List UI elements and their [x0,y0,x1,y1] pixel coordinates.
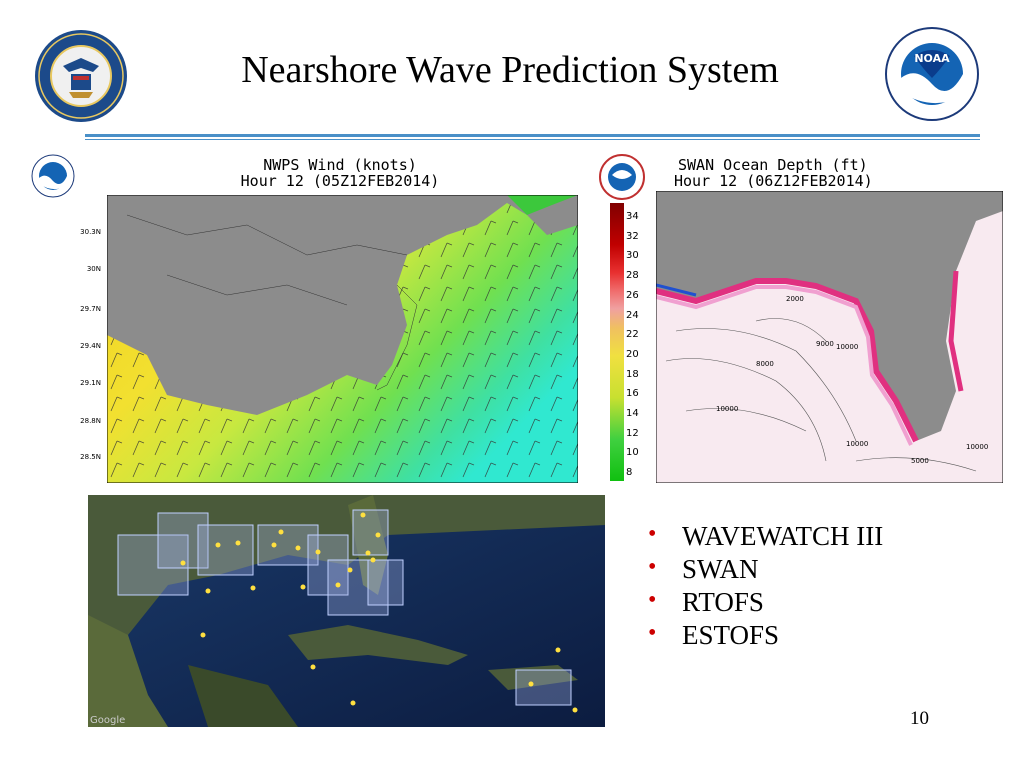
colorbar-tick-label: 8 [626,467,633,479]
satellite-map: Google [88,495,605,727]
lat-label: 29.4N [80,342,101,350]
depth-panel: SWAN Ocean Depth (ft) Hour 12 (06Z12FEB2… [598,153,1006,483]
colorbar-tick-label: 12 [626,427,639,439]
colorbar-tick-label: 24 [626,309,639,321]
colorbar-tick-label: 30 [626,250,639,262]
svg-text:9000: 9000 [816,340,834,348]
colorbar-tick-label: 34 [626,211,639,222]
bullet-item: • ESTOFS [640,619,883,652]
svg-text:10000: 10000 [836,343,858,351]
colorbar-tick-label: 22 [626,329,639,341]
bullet-text: SWAN [682,554,759,584]
depth-map: 2000 9000 10000 10000 8000 10000 5000 10000 [656,191,1003,483]
bullet-dot-icon: • [648,521,657,547]
noaa-small-logo [31,154,75,198]
bullet-text: RTOFS [682,587,764,617]
svg-text:10000: 10000 [966,443,988,451]
nws-logo [599,154,645,200]
svg-text:10000: 10000 [846,440,868,448]
wind-panel-title-2: Hour 12 (05Z12FEB2014) [240,172,440,190]
depth-panel-title-1: SWAN Ocean Depth (ft) [678,156,868,174]
lat-label: 30.3N [80,228,101,236]
department-of-commerce-seal [35,30,127,122]
bullet-text: WAVEWATCH III [682,521,884,551]
colorbar-tick-label: 14 [626,408,639,419]
bullet-item: • RTOFS [640,586,883,619]
bullet-item: • WAVEWATCH III [640,520,883,553]
colorbar-tick-label: 26 [626,289,639,301]
slide-title: Nearshore Wave Prediction System [241,49,779,91]
noaa-seal: NOAA [885,27,979,121]
page-number: 10 [910,708,929,729]
lat-label: 30N [86,265,101,273]
lat-label: 28.5N [80,453,101,461]
colorbar-tick-label: 28 [626,270,639,282]
wind-panel-title-1: NWPS Wind (knots) [263,156,417,174]
colorbar-tick-label: 32 [626,230,639,242]
bullet-list: • WAVEWATCH III • SWAN • RTOFS • ESTOFS [640,520,883,652]
wind-map [107,195,578,483]
google-watermark: Google [90,715,125,726]
depth-colorbar [610,203,624,481]
noaa-label: NOAA [914,52,950,65]
svg-text:2000: 2000 [786,295,804,303]
colorbar-tick-label: 20 [626,348,639,360]
bullet-dot-icon: • [648,554,657,580]
colorbar-tick-label: 10 [626,447,639,459]
bullet-dot-icon: • [648,587,657,613]
colorbar-tick-label: 18 [626,368,639,380]
bullet-text: ESTOFS [682,620,780,650]
depth-panel-title-2: Hour 12 (06Z12FEB2014) [674,172,873,190]
svg-text:8000: 8000 [756,360,774,368]
wind-panel: NWPS Wind (knots) Hour 12 (05Z12FEB2014)… [30,153,590,483]
lat-label: 28.8N [80,417,101,425]
title-divider [85,134,980,137]
colorbar-tick-label: 16 [626,388,639,400]
svg-text:10000: 10000 [716,405,738,413]
lat-label: 29.1N [80,379,101,387]
bullet-item: • SWAN [640,553,883,586]
bullet-dot-icon: • [648,620,657,646]
lat-label: 29.7N [80,305,101,313]
svg-text:5000: 5000 [911,457,929,465]
title-divider-thin [85,139,980,140]
